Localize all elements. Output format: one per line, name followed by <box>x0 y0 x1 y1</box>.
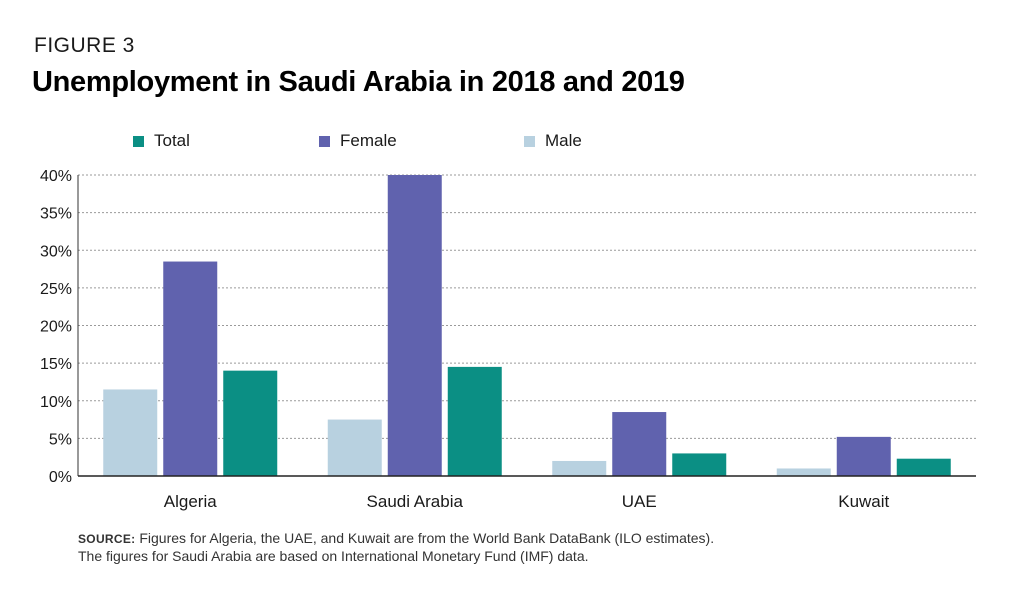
y-tick-label: 0% <box>49 469 72 486</box>
legend: Total Female Male <box>0 128 1024 154</box>
bar-male-uae <box>552 460 607 476</box>
bar-female-kuwait <box>836 436 891 476</box>
y-tick-label: 5% <box>49 431 72 448</box>
x-tick-label: UAE <box>622 492 657 511</box>
bar-male-kuwait <box>776 468 831 476</box>
bar-total-kuwait <box>896 458 951 476</box>
legend-label-female: Female <box>340 131 397 150</box>
source-text-2: The figures for Saudi Arabia are based o… <box>78 548 589 564</box>
legend-swatch-male <box>524 135 535 147</box>
x-tick-label: Algeria <box>164 492 217 511</box>
y-tick-label: 30% <box>40 243 72 260</box>
y-tick-label: 25% <box>40 281 72 298</box>
legend-item-female: Female <box>319 128 397 154</box>
bar-female-uae <box>612 412 667 476</box>
source-label: SOURCE: <box>78 532 136 546</box>
legend-swatch-total <box>133 135 144 147</box>
bar-male-saudi-arabia <box>327 419 382 476</box>
legend-label-total: Total <box>154 131 190 150</box>
x-tick-label: Kuwait <box>838 492 889 511</box>
y-tick-label: 15% <box>40 356 72 373</box>
y-tick-label: 35% <box>40 206 72 223</box>
y-tick-label: 40% <box>40 168 72 185</box>
bar-total-uae <box>672 453 727 476</box>
legend-swatch-female <box>319 135 330 147</box>
x-tick-label: Saudi Arabia <box>367 492 464 511</box>
source-line-1: SOURCE: Figures for Algeria, the UAE, an… <box>78 530 714 548</box>
bar-total-saudi-arabia <box>447 366 502 476</box>
bar-female-saudi-arabia <box>387 175 442 476</box>
legend-label-male: Male <box>545 131 582 150</box>
chart-title: Unemployment in Saudi Arabia in 2018 and… <box>32 66 685 98</box>
bar-chart: 0% 5% 10% 15% 20% 25% 30% 35% 40% Algeria Saudi Ar… <box>40 168 976 511</box>
bar-male-algeria <box>103 389 158 476</box>
y-tick-label: 10% <box>40 394 72 411</box>
figure-label: FIGURE 3 <box>34 34 135 57</box>
y-tick-label: 20% <box>40 319 72 336</box>
bar-total-algeria <box>223 370 278 476</box>
legend-item-total: Total <box>133 128 190 154</box>
source-note: SOURCE: Figures for Algeria, the UAE, an… <box>78 530 714 565</box>
legend-item-male: Male <box>524 128 582 154</box>
bar-female-algeria <box>163 261 218 476</box>
source-text-1: Figures for Algeria, the UAE, and Kuwait… <box>139 530 715 546</box>
